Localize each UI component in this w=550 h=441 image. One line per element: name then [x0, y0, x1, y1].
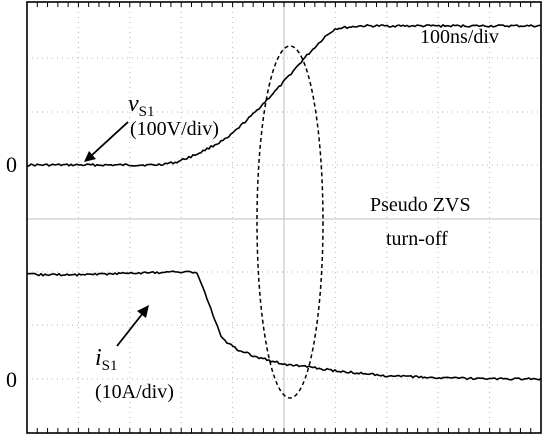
zero-label-current: 0 [6, 367, 17, 392]
current-arrow [116, 305, 149, 347]
transition-highlight-ellipse [256, 45, 324, 399]
voltage-trace [27, 24, 541, 167]
zero-label-voltage: 0 [6, 152, 17, 177]
current-series-label: iS1 [95, 345, 118, 374]
voltage-scale-label: (100V/div) [130, 118, 219, 140]
voltage-series-label: vS1 [128, 91, 155, 120]
annotation-line2: turn-off [386, 228, 448, 250]
time-scale-label: 100ns/div [420, 26, 499, 48]
current-scale-label: (10A/div) [95, 381, 174, 403]
current-series-sub: S1 [102, 358, 118, 374]
current-trace [27, 270, 542, 381]
voltage-series-main: v [128, 91, 139, 117]
voltage-arrow [84, 121, 129, 162]
current-series-main: i [95, 345, 102, 371]
annotation-line1: Pseudo ZVS [370, 194, 471, 216]
frame-ticks [26, 2, 542, 433]
voltage-series-sub: S1 [139, 104, 155, 120]
